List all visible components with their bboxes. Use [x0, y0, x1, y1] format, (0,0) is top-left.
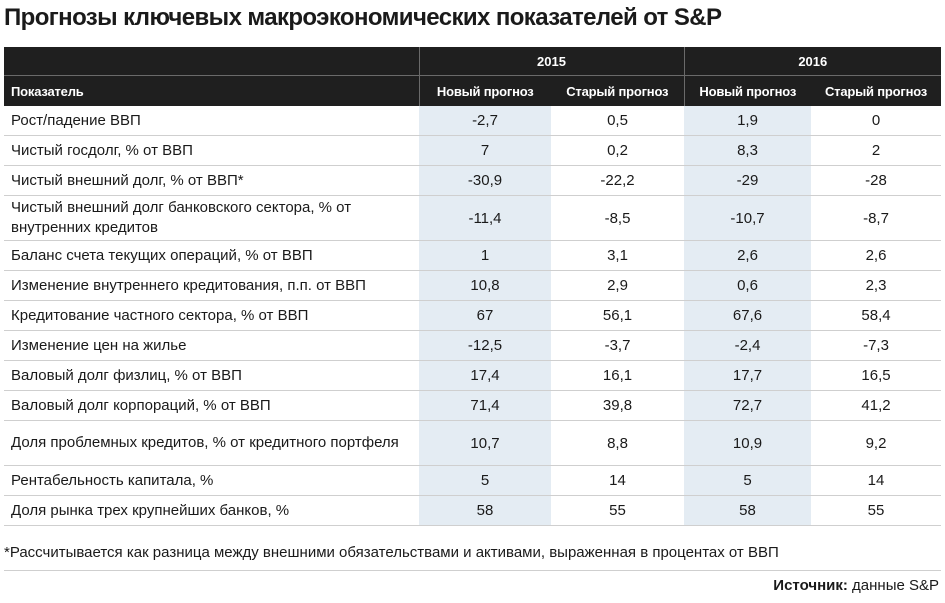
cell-2016-new: 8,3: [684, 135, 812, 166]
header-2016-new: Новый прогноз: [683, 75, 812, 106]
table-row: Рост/падение ВВП -2,7 0,5 1,9 0: [4, 106, 942, 136]
header-indicator: Показатель: [4, 75, 419, 106]
table-row: Чистый внешний долг банковского сектора,…: [4, 195, 942, 241]
year-header-2015: 2015: [418, 47, 685, 76]
cell-2015-new: 10,7: [419, 420, 551, 466]
cell-2015-old: 3,1: [551, 240, 685, 271]
cell-2015-new: -30,9: [419, 165, 551, 196]
footnote: *Рассчитывается как разница между внешни…: [4, 544, 779, 561]
table-row: Изменение внутреннего кредитования, п.п.…: [4, 270, 942, 301]
cell-2016-new: 5: [684, 465, 812, 496]
cell-2016-old: 55: [811, 495, 942, 526]
cell-2015-new: 10,8: [419, 270, 551, 301]
row-label: Изменение цен на жилье: [4, 330, 419, 361]
cell-2015-new: 67: [419, 300, 551, 331]
footer-divider: [4, 570, 941, 571]
cell-2016-old: 0: [811, 106, 942, 136]
table-row: Валовый долг корпораций, % от ВВП 71,4 39,…: [4, 390, 942, 421]
cell-2016-old: -7,3: [811, 330, 942, 361]
cell-2016-new: -29: [684, 165, 812, 196]
cell-2015-new: 17,4: [419, 360, 551, 391]
cell-2016-old: 58,4: [811, 300, 942, 331]
row-label: Кредитование частного сектора, % от ВВП: [4, 300, 419, 331]
cell-2015-new: -2,7: [419, 106, 551, 136]
cell-2016-new: 0,6: [684, 270, 812, 301]
table-row: Рентабельность капитала, % 5 14 5 14: [4, 465, 942, 496]
header-blank: [4, 47, 419, 76]
source-text: данные S&P: [852, 577, 939, 594]
source-line: Источник: данные S&P: [773, 577, 939, 594]
cell-2016-old: 2,6: [811, 240, 942, 271]
cell-2016-old: 2,3: [811, 270, 942, 301]
header-2015-new: Новый прогноз: [418, 75, 551, 106]
cell-2015-old: 39,8: [551, 390, 685, 421]
cell-2015-old: 0,5: [551, 106, 685, 136]
cell-2015-old: 55: [551, 495, 685, 526]
header-2015-old: Старый прогноз: [551, 75, 685, 106]
cell-2015-new: 58: [419, 495, 551, 526]
row-label: Валовый долг корпораций, % от ВВП: [4, 390, 419, 421]
cell-2015-new: -12,5: [419, 330, 551, 361]
cell-2016-new: 67,6: [684, 300, 812, 331]
table-row: Кредитование частного сектора, % от ВВП 6…: [4, 300, 942, 331]
cell-2016-new: 2,6: [684, 240, 812, 271]
source-label: Источник:: [773, 577, 848, 594]
row-label: Чистый внешний долг банковского сектора,…: [4, 195, 419, 241]
cell-2015-old: 56,1: [551, 300, 685, 331]
cell-2016-old: -8,7: [811, 195, 942, 241]
cell-2016-new: -2,4: [684, 330, 812, 361]
cell-2015-new: 71,4: [419, 390, 551, 421]
table-row: Чистый госдолг, % от ВВП 7 0,2 8,3 2: [4, 135, 942, 166]
cell-2016-old: 9,2: [811, 420, 942, 466]
table-row: Доля проблемных кредитов, % от кредитног…: [4, 420, 942, 466]
cell-2016-new: 1,9: [684, 106, 812, 136]
row-label: Валовый долг физлиц, % от ВВП: [4, 360, 419, 391]
cell-2015-old: -3,7: [551, 330, 685, 361]
header-2016-old: Старый прогноз: [811, 75, 942, 106]
row-label: Доля рынка трех крупнейших банков, %: [4, 495, 419, 526]
cell-2016-old: 16,5: [811, 360, 942, 391]
cell-2016-old: 14: [811, 465, 942, 496]
cell-2016-new: 72,7: [684, 390, 812, 421]
cell-2015-old: -8,5: [551, 195, 685, 241]
row-label: Изменение внутреннего кредитования, п.п.…: [4, 270, 419, 301]
page-title: Прогнозы ключевых макроэкономических пок…: [4, 4, 722, 31]
cell-2016-new: -10,7: [684, 195, 812, 241]
cell-2016-new: 10,9: [684, 420, 812, 466]
cell-2016-new: 17,7: [684, 360, 812, 391]
year-header-2016: 2016: [683, 47, 942, 76]
table-row: Валовый долг физлиц, % от ВВП 17,4 16,1 17,…: [4, 360, 942, 391]
row-label: Баланс счета текущих операций, % от ВВП: [4, 240, 419, 271]
cell-2015-old: 16,1: [551, 360, 685, 391]
cell-2015-new: 7: [419, 135, 551, 166]
cell-2016-new: 58: [684, 495, 812, 526]
year-header-row: 2015 2016: [4, 47, 942, 76]
column-header-row: Показатель Новый прогноз Старый прогноз …: [4, 75, 942, 106]
cell-2015-new: -11,4: [419, 195, 551, 241]
cell-2015-old: 0,2: [551, 135, 685, 166]
row-label: Доля проблемных кредитов, % от кредитног…: [4, 420, 419, 466]
row-label: Рентабельность капитала, %: [4, 465, 419, 496]
table-row: Доля рынка трех крупнейших банков, % 58 55…: [4, 495, 942, 526]
row-label: Чистый внешний долг, % от ВВП*: [4, 165, 419, 196]
cell-2015-new: 5: [419, 465, 551, 496]
table-row: Изменение цен на жилье -12,5 -3,7 -2,4 -7,3: [4, 330, 942, 361]
cell-2015-new: 1: [419, 240, 551, 271]
row-label: Рост/падение ВВП: [4, 106, 419, 136]
table-row: Чистый внешний долг, % от ВВП* -30,9 -22,2…: [4, 165, 942, 196]
cell-2015-old: 2,9: [551, 270, 685, 301]
table-body: Рост/падение ВВП -2,7 0,5 1,9 0 Чистый госдол…: [4, 106, 942, 526]
cell-2015-old: -22,2: [551, 165, 685, 196]
cell-2016-old: 41,2: [811, 390, 942, 421]
cell-2016-old: -28: [811, 165, 942, 196]
cell-2015-old: 8,8: [551, 420, 685, 466]
forecast-table: 2015 2016 Показатель Новый прогноз Стары…: [4, 47, 942, 526]
row-label: Чистый госдолг, % от ВВП: [4, 135, 419, 166]
cell-2016-old: 2: [811, 135, 942, 166]
table-row: Баланс счета текущих операций, % от ВВП 1…: [4, 240, 942, 271]
cell-2015-old: 14: [551, 465, 685, 496]
